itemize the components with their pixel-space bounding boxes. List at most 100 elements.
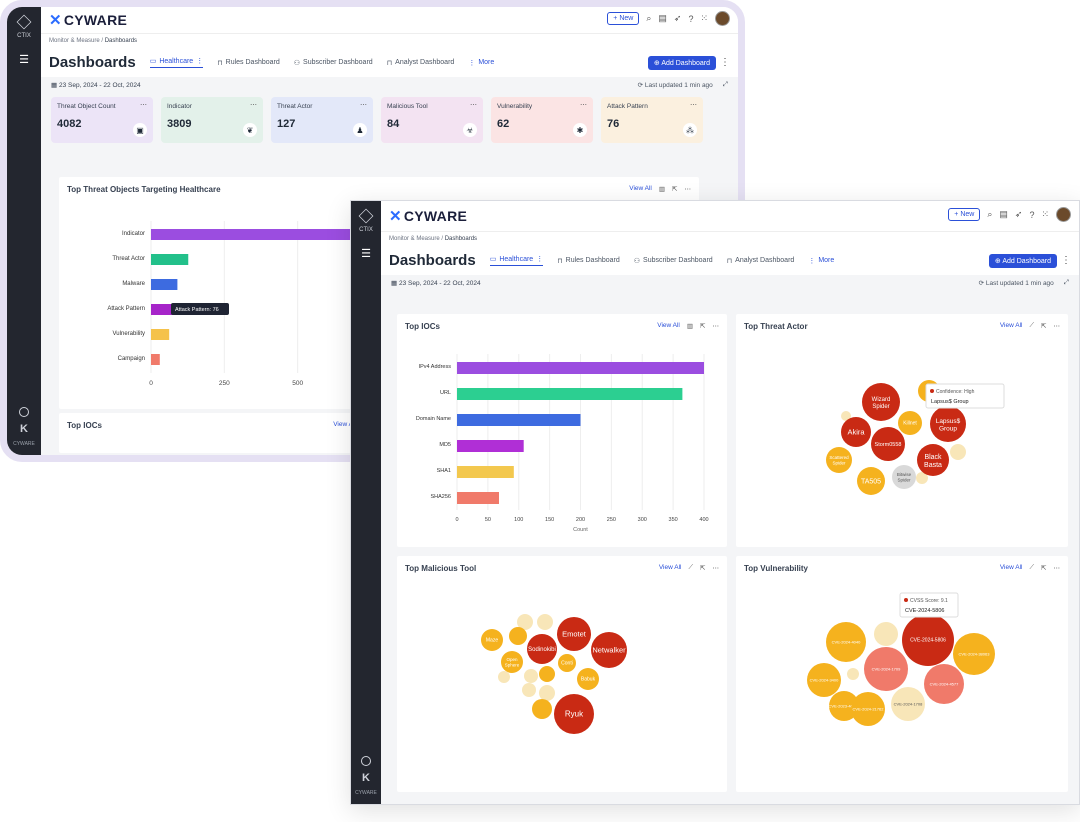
ctix-cube-icon[interactable] <box>16 14 32 30</box>
hamburger-menu-icon[interactable]: ☰ <box>361 248 371 260</box>
tab-subscriber[interactable]: ⚇ Subscriber Dashboard <box>294 59 373 67</box>
open-external-icon[interactable]: ⇱ <box>672 186 678 193</box>
breadcrumb-parent[interactable]: Monitor & Measure / <box>49 38 104 44</box>
date-range[interactable]: 23 Sep, 2024 - 22 Oct, 2024 <box>398 279 481 287</box>
new-button[interactable]: + New <box>948 208 981 221</box>
y-tick-label: MD5 <box>439 442 451 448</box>
tab-more[interactable]: ⋮ More <box>808 257 835 265</box>
kpi-more-icon[interactable]: ⋯ <box>250 102 257 109</box>
tab-analyst[interactable]: ⊓ Analyst Dashboard <box>387 59 455 67</box>
refresh-icon[interactable]: ⟳ Last updated 1 min ago <box>978 280 1054 287</box>
calendar-icon[interactable]: ▦ <box>391 280 399 287</box>
calendar-icon[interactable]: ▦ <box>51 82 59 89</box>
view-all-link[interactable]: View All <box>658 564 682 571</box>
x-tick-label: 250 <box>219 380 230 387</box>
chart-type-icon[interactable]: ⟋ <box>688 564 694 571</box>
more-icon[interactable]: ⋯ <box>1053 565 1061 572</box>
bubble-open-sphere <box>501 651 523 673</box>
kpi-card[interactable]: Threat Actor 127 ⋯ ♟ <box>271 97 373 143</box>
open-external-icon[interactable]: ⇱ <box>1041 565 1047 572</box>
tab-label: Analyst Dashboard <box>735 257 795 264</box>
apps-grid-icon[interactable]: ⁙ <box>1041 209 1049 219</box>
avatar[interactable] <box>1056 207 1071 222</box>
kpi-more-icon[interactable]: ⋯ <box>690 102 697 109</box>
more-icon[interactable]: ⋯ <box>684 186 692 193</box>
view-all-link[interactable]: View All <box>999 322 1023 329</box>
user-icon[interactable] <box>360 756 371 766</box>
refresh-icon[interactable]: ⟳ Last updated 1 min ago <box>637 82 713 89</box>
tooltip-value: CVE-2024-5806 <box>905 608 944 614</box>
more-icon[interactable]: ⋯ <box>712 323 720 330</box>
search-icon[interactable]: ⌕ <box>987 209 993 219</box>
rocket-icon[interactable]: ➶ <box>673 13 682 23</box>
bubble-label: Akira <box>847 428 865 437</box>
tab-healthcare[interactable]: ▭ Healthcare ⋮ <box>149 57 204 68</box>
notes-icon[interactable]: ▤ <box>658 13 667 23</box>
date-range[interactable]: 23 Sep, 2024 - 22 Oct, 2024 <box>58 81 141 89</box>
kpi-card[interactable]: Malicious Tool 84 ⋯ ☣ <box>381 97 483 143</box>
bar-url <box>457 388 683 400</box>
hamburger-menu-icon[interactable]: ☰ <box>19 54 29 66</box>
cyware-logo[interactable]: ✕ CYWARE <box>49 11 127 29</box>
tab-subscriber[interactable]: ⚇ Subscriber Dashboard <box>634 257 713 265</box>
tab-analyst[interactable]: ⊓ Analyst Dashboard <box>727 257 795 265</box>
chart-type-icon[interactable]: ▥ <box>658 186 666 193</box>
tab-healthcare[interactable]: ▭ Healthcare ⋮ <box>489 255 544 266</box>
open-external-icon[interactable]: ⇱ <box>1041 323 1047 330</box>
user-icon[interactable] <box>18 407 29 417</box>
ctix-cube-icon[interactable] <box>358 208 374 224</box>
bubble-ta505 <box>857 467 885 495</box>
expand-icon[interactable]: ⤢ <box>722 81 728 88</box>
kpi-card[interactable]: Indicator 3809 ⋯ ❦ <box>161 97 263 143</box>
more-options-icon[interactable]: ⋮ <box>720 57 730 68</box>
more-options-icon[interactable]: ⋮ <box>1061 255 1071 266</box>
apps-grid-icon[interactable]: ⁙ <box>700 13 708 23</box>
kpi-more-icon[interactable]: ⋯ <box>360 102 367 109</box>
notes-icon[interactable]: ▤ <box>999 209 1008 219</box>
add-dashboard-button[interactable]: ⊕ Add Dashboard <box>647 55 716 70</box>
new-button[interactable]: + New <box>607 12 640 25</box>
kpi-card[interactable]: Threat Object Count 4082 ⋯ ▣ <box>51 97 153 143</box>
tab-more[interactable]: ⋮ More <box>468 59 495 67</box>
avatar[interactable] <box>715 11 730 26</box>
expand-icon[interactable]: ⤢ <box>1063 279 1069 286</box>
breadcrumb-parent[interactable]: Monitor & Measure / <box>389 236 444 242</box>
rail-brand: CYWARE <box>355 790 377 796</box>
filler-bubble <box>537 614 553 630</box>
y-tick-label: Vulnerability <box>113 331 145 337</box>
kpi-more-icon[interactable]: ⋯ <box>140 102 147 109</box>
view-all-link[interactable]: View All <box>657 322 680 329</box>
tab-rules[interactable]: ⊓ Rules Dashboard <box>557 257 620 265</box>
kpi-more-icon[interactable]: ⋯ <box>580 102 587 109</box>
filler-bubble <box>539 666 555 682</box>
kpi-card[interactable]: Attack Pattern 76 ⋯ ⁂ <box>601 97 703 143</box>
tab-rules[interactable]: ⊓ Rules Dashboard <box>217 59 280 67</box>
brand-name: CYWARE <box>403 208 468 224</box>
bubble-cve-2024-3400 <box>807 663 841 697</box>
kpi-label: Attack Pattern <box>607 103 648 110</box>
add-dashboard-button[interactable]: ⊕ Add Dashboard <box>988 253 1057 268</box>
view-all-link[interactable]: View All <box>629 185 652 192</box>
chart-type-icon[interactable]: ⟋ <box>1029 564 1035 571</box>
search-icon[interactable]: ⌕ <box>646 13 652 23</box>
rocket-icon[interactable]: ➶ <box>1014 209 1023 219</box>
kpi-card[interactable]: Vulnerability 62 ⋯ ✱ <box>491 97 593 143</box>
y-tick-label: IPv4 Address <box>419 364 452 370</box>
help-icon[interactable]: ? <box>688 13 694 24</box>
view-all-link[interactable]: View All <box>999 564 1023 571</box>
view-all-link[interactable]: View All <box>333 421 356 428</box>
more-icon[interactable]: ⋯ <box>1053 323 1061 330</box>
kpi-more-icon[interactable]: ⋯ <box>470 102 477 109</box>
front-window: CTIX ☰ K CYWARE ✕ CYWARE + New ⌕ ▤ ➶ ? ⁙ … <box>350 200 1080 805</box>
open-external-icon[interactable]: ⇱ <box>700 565 706 572</box>
help-icon[interactable]: ? <box>1029 209 1035 220</box>
more-icon[interactable]: ⋯ <box>712 565 720 572</box>
tab-label: More <box>818 257 835 264</box>
tooltip-dot <box>904 598 908 602</box>
cyware-logo[interactable]: ✕ CYWARE <box>389 207 467 225</box>
bubble-emotet <box>557 617 591 651</box>
chart-type-icon[interactable]: ▥ <box>686 323 694 330</box>
open-external-icon[interactable]: ⇱ <box>700 323 706 330</box>
chart-type-icon[interactable]: ⟋ <box>1029 322 1035 329</box>
bar-threat-actor <box>151 254 189 265</box>
